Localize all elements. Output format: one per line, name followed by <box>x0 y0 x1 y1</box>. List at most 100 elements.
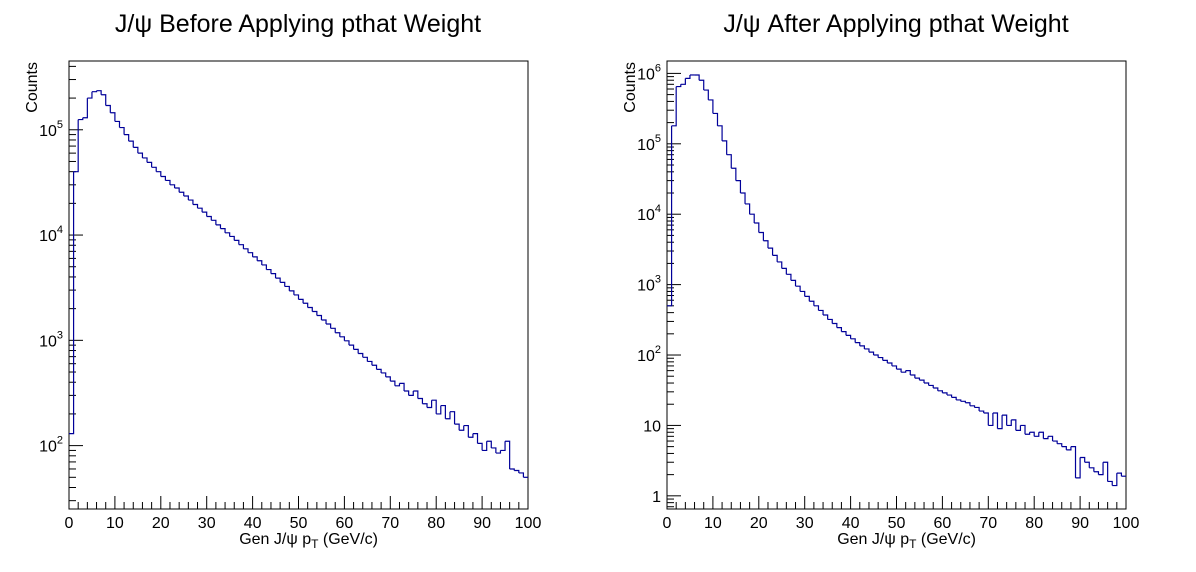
histogram-bin <box>427 400 433 409</box>
x-tick-label: 70 <box>381 515 399 532</box>
x-tick-label: 10 <box>704 515 722 532</box>
histogram-bin <box>394 383 401 387</box>
x-tick-label: 0 <box>663 515 672 532</box>
histogram-bin <box>518 472 525 478</box>
histogram-bin <box>339 336 345 341</box>
histogram-bin <box>1066 446 1072 451</box>
histogram-bin <box>234 239 240 245</box>
histogram-bin <box>1034 432 1040 437</box>
histogram-bin <box>832 322 838 328</box>
histogram-bin <box>257 260 263 265</box>
histogram-bin <box>477 442 483 451</box>
histogram-bin <box>165 179 171 185</box>
x-tick-label: 40 <box>842 515 860 532</box>
histogram-bin <box>846 334 852 339</box>
histogram-bin <box>969 405 976 408</box>
histogram-bin <box>699 79 705 91</box>
histogram-bin <box>358 352 364 358</box>
histogram-bin <box>905 370 911 376</box>
histogram-bin <box>818 309 824 316</box>
histogram-bin <box>220 228 226 233</box>
histogram-bin <box>422 403 428 408</box>
histogram-bin <box>408 391 414 396</box>
histogram-bin <box>804 295 810 302</box>
histogram-bin <box>179 191 185 196</box>
histogram-bin <box>293 294 300 300</box>
histogram-bin <box>454 423 460 431</box>
y-tick-label: 102 <box>39 435 63 456</box>
x-tick-label: 90 <box>473 515 491 532</box>
histogram-bin <box>463 424 469 438</box>
histogram-bin <box>919 379 925 384</box>
histogram-bin <box>449 411 456 425</box>
y-tick-label: 1 <box>652 489 661 506</box>
histogram-bin <box>105 104 111 113</box>
histogram-bin <box>956 399 962 402</box>
y-tick-label: 10 <box>643 418 661 435</box>
histogram-bin <box>703 89 709 100</box>
histogram-bin <box>914 377 921 381</box>
histogram-bin <box>128 140 134 148</box>
histogram-bin <box>385 376 391 382</box>
histogram-bin <box>878 356 884 361</box>
histogram-bin <box>78 117 84 121</box>
histogram-bin <box>726 154 732 169</box>
x-axis-label-main: Gen J/ψ p <box>239 531 311 548</box>
x-tick-label: 50 <box>290 515 308 532</box>
histogram-bin <box>491 447 497 454</box>
histogram-bin <box>505 440 511 469</box>
histogram-bin <box>500 441 506 452</box>
histogram-bin <box>800 290 806 297</box>
histogram-bin <box>1070 446 1077 478</box>
histogram-bin <box>440 404 446 419</box>
x-axis-label-subscript: T <box>311 537 319 551</box>
histogram-bin <box>685 74 691 79</box>
histogram-bin <box>252 256 258 261</box>
histogram-bin <box>188 199 194 205</box>
chart-title: J/ψ Before Applying pthat Weight <box>115 10 481 38</box>
histogram-bin <box>901 370 907 373</box>
y-tick-label: 104 <box>637 203 661 224</box>
histogram-bin <box>722 140 728 155</box>
histogram-bin <box>795 285 801 292</box>
histogram-bin <box>215 224 222 229</box>
histogram-bin <box>280 281 286 287</box>
histogram-bin <box>1075 457 1081 479</box>
histogram-bin <box>992 412 999 429</box>
x-tick-label: 80 <box>1025 515 1043 532</box>
histogram-bin <box>823 314 829 320</box>
histogram-bin <box>1098 462 1104 476</box>
histogram-bin <box>133 146 139 154</box>
histogram-bin <box>680 78 686 85</box>
histogram-bin <box>667 125 673 307</box>
histogram-bin <box>1093 471 1100 475</box>
histogram-bin <box>859 345 865 349</box>
histogram-bin <box>307 306 313 312</box>
histogram-bin <box>266 268 272 274</box>
histogram-bin <box>482 441 488 452</box>
y-tick-label: 105 <box>39 119 63 140</box>
histogram-bin <box>951 396 957 400</box>
histogram-bin <box>316 314 323 321</box>
histogram-bin <box>101 94 107 106</box>
histogram-bin <box>270 273 277 279</box>
histogram-bin <box>142 157 148 163</box>
histogram-bin <box>243 248 249 253</box>
histogram-bin <box>767 247 774 256</box>
histogram-bin <box>69 171 75 435</box>
histogram-bin <box>229 235 235 241</box>
pad-before-weight: J/ψ Before Applying pthat Weight Counts … <box>24 10 541 551</box>
histogram-bin <box>390 380 396 386</box>
histogram-bin <box>983 412 989 426</box>
y-tick-label: 102 <box>637 344 661 365</box>
histogram-bin <box>468 433 474 438</box>
x-tick-label: 60 <box>934 515 952 532</box>
histogram-bin <box>156 171 162 177</box>
histogram-bin <box>712 112 719 126</box>
histogram-bin <box>381 372 387 377</box>
histogram-bin <box>997 415 1003 430</box>
x-axis-label-unit: (GeV/c) <box>318 531 378 548</box>
histogram-bin <box>1052 440 1058 444</box>
histogram-bin <box>362 356 368 362</box>
histogram-bin <box>298 298 304 304</box>
